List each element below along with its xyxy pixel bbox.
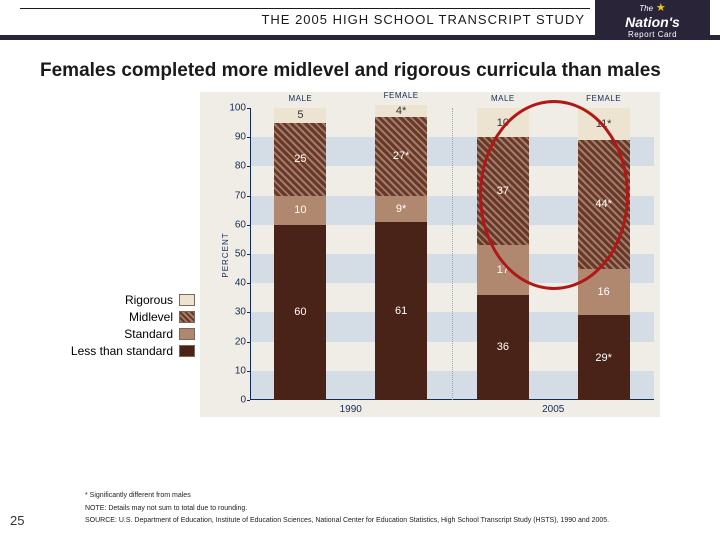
column-label: FEMALE: [578, 94, 630, 103]
y-tick: 80: [220, 161, 246, 172]
nations-report-card-logo: The ★ Nation's Report Card: [595, 0, 710, 40]
year-label: 2005: [453, 404, 655, 415]
segment-standard: 9*: [375, 196, 427, 222]
segment-midlevel: 25: [274, 123, 326, 196]
bar-male: MALE6010255: [274, 108, 326, 400]
segment-rigorous: 10: [477, 108, 529, 137]
segment-less_than_standard: 29*: [578, 315, 630, 400]
y-tick: 60: [220, 219, 246, 230]
column-label: MALE: [274, 94, 326, 103]
page-number: 25: [10, 513, 24, 528]
y-tick: 20: [220, 336, 246, 347]
segment-less_than_standard: 60: [274, 225, 326, 400]
y-tick: 100: [220, 103, 246, 114]
column-label: MALE: [477, 94, 529, 103]
header: THE 2005 HIGH SCHOOL TRANSCRIPT STUDY Th…: [0, 0, 720, 40]
y-tick: 50: [220, 249, 246, 260]
year-group: MALE36173710FEMALE29*1644*11*2005: [452, 108, 655, 400]
y-tick: 30: [220, 307, 246, 318]
legend-rigorous: Rigorous: [40, 293, 195, 307]
segment-less_than_standard: 36: [477, 295, 529, 400]
legend: Rigorous Midlevel Standard Less than sta…: [40, 290, 195, 361]
y-tick: 0: [220, 395, 246, 406]
segment-rigorous: 5: [274, 108, 326, 123]
segment-midlevel: 44*: [578, 140, 630, 268]
segment-rigorous: 11*: [578, 108, 630, 140]
study-title: THE 2005 HIGH SCHOOL TRANSCRIPT STUDY: [261, 12, 585, 27]
y-tick: 90: [220, 132, 246, 143]
curriculum-chart: PERCENT 0102030405060708090100 MALE60102…: [200, 92, 660, 417]
header-rule: [20, 8, 590, 9]
y-tick: 70: [220, 190, 246, 201]
footnote-source: SOURCE: U.S. Department of Education, In…: [85, 515, 609, 528]
year-group: MALE6010255FEMALE619*27*4*1990: [250, 108, 452, 400]
segment-standard: 16: [578, 269, 630, 316]
segment-midlevel: 37: [477, 137, 529, 245]
segment-standard: 17: [477, 245, 529, 295]
column-label: FEMALE: [375, 91, 427, 100]
bar-male: MALE36173710: [477, 108, 529, 400]
page-title: Females completed more midlevel and rigo…: [40, 60, 720, 82]
footnotes: * Significantly different from males NOT…: [85, 490, 609, 528]
y-tick: 40: [220, 278, 246, 289]
bar-female: FEMALE29*1644*11*: [578, 108, 630, 400]
y-tick: 10: [220, 365, 246, 376]
segment-midlevel: 27*: [375, 117, 427, 196]
legend-less-than-standard: Less than standard: [40, 344, 195, 358]
segment-less_than_standard: 61: [375, 222, 427, 400]
footnote-note: NOTE: Details may not sum to total due t…: [85, 503, 609, 516]
footnote-significance: * Significantly different from males: [85, 490, 609, 503]
year-label: 1990: [250, 404, 452, 415]
bar-female: FEMALE619*27*4*: [375, 105, 427, 400]
legend-midlevel: Midlevel: [40, 310, 195, 324]
segment-standard: 10: [274, 196, 326, 225]
segment-rigorous: 4*: [375, 105, 427, 117]
legend-standard: Standard: [40, 327, 195, 341]
